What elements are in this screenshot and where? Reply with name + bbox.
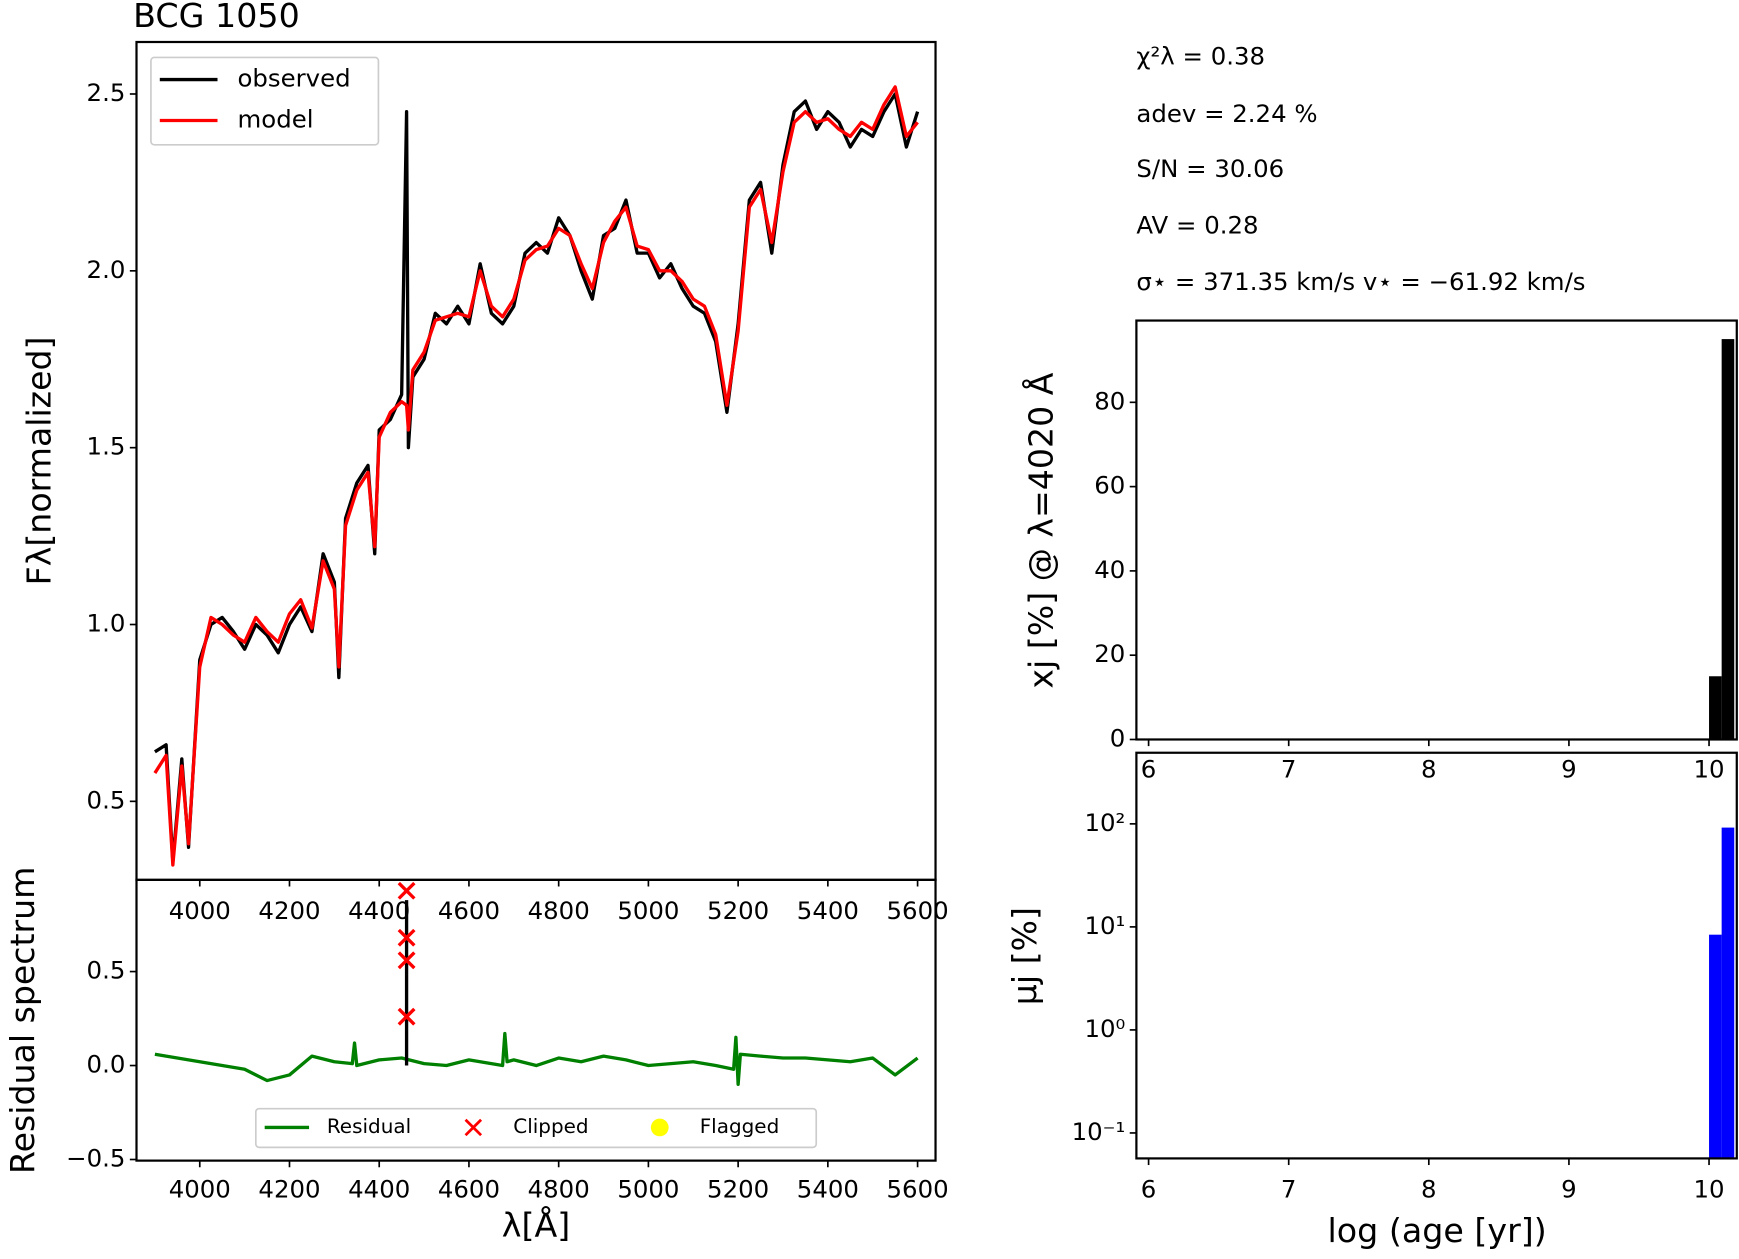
x-tick-label: 5600 [887, 1174, 949, 1203]
y-tick-label: 10² [1084, 808, 1125, 837]
x-tick-label: 9 [1561, 1174, 1577, 1203]
x-tick-label: 4400 [348, 1174, 410, 1203]
legend-label: model [237, 105, 313, 134]
series-line [154, 92, 920, 864]
y-tick-label: 2.0 [87, 255, 126, 284]
legend: Residual Clipped Flagged [254, 1107, 818, 1149]
x-tick-label: 4600 [438, 1174, 500, 1203]
x-tick-label: 4000 [169, 896, 231, 925]
x-tick-label: 4200 [258, 896, 320, 925]
x-tick-label: 10 [1694, 754, 1725, 783]
plot-frame [135, 40, 937, 881]
x-tick-label: 5400 [797, 896, 859, 925]
legend-box [254, 1107, 818, 1149]
y-tick-label: 10¹ [1084, 911, 1125, 940]
annotation: σ⋆ = 371.35 km/s v⋆ = −61.92 km/s [1136, 267, 1585, 296]
y-tick-label: 10⁰ [1084, 1014, 1125, 1043]
x-tick-label: 6 [1141, 1174, 1157, 1203]
x-tick-label: 4200 [258, 1174, 320, 1203]
plot-frame [135, 878, 937, 1162]
series-line [153, 85, 919, 867]
x-tick-label: 10 [1694, 1174, 1725, 1203]
annotation: adev = 2.24 % [1136, 99, 1317, 128]
y-tick-label: 0.0 [87, 1050, 126, 1079]
y-axis-label: Residual spectrum [3, 867, 42, 1174]
legend-symbol [464, 1118, 483, 1137]
x-tick-label: 5600 [887, 896, 949, 925]
plot-frame [1135, 319, 1738, 741]
x-tick-label: 5000 [617, 1174, 679, 1203]
chart-title: BCG 1050 [133, 0, 300, 35]
y-tick-label: 1.5 [87, 432, 126, 461]
y-tick-label: 0 [1110, 724, 1126, 753]
x-tick-label: 7 [1281, 1174, 1297, 1203]
x-tick-label: 4800 [528, 1174, 590, 1203]
x-tick-label: 4400 [348, 896, 410, 925]
series-line [154, 1031, 919, 1086]
y-axis-label: Fλ[normalized] [20, 337, 59, 586]
bar [1721, 827, 1735, 1159]
plot-frame [1135, 751, 1738, 1160]
y-tick-label: −0.5 [66, 1144, 125, 1173]
x-tick-label: 5200 [707, 1174, 769, 1203]
y-axis-label: μj [%] [1005, 907, 1044, 1005]
y-tick-label: 80 [1094, 386, 1125, 415]
legend-symbol [650, 1118, 669, 1137]
x-tick-label: 5400 [797, 1174, 859, 1203]
x-tick-label: 4600 [438, 896, 500, 925]
y-tick-label: 1.0 [87, 609, 126, 638]
legend-label: Flagged [700, 1115, 780, 1138]
x-tick-label: 5000 [617, 896, 679, 925]
x-tick-label: 4000 [169, 1174, 231, 1203]
x-tick-label: 7 [1281, 754, 1297, 783]
clipped-marker [397, 928, 416, 947]
y-tick-label: 60 [1094, 471, 1125, 500]
clipped-marker [397, 1007, 416, 1026]
y-tick-label: 40 [1094, 555, 1125, 584]
annotation: AV = 0.28 [1136, 211, 1258, 240]
x-tick-label: 6 [1141, 754, 1157, 783]
x-tick-label: 8 [1421, 1174, 1437, 1203]
y-tick-label: 20 [1094, 639, 1125, 668]
bar [1709, 934, 1722, 1159]
clipped-marker [397, 881, 416, 900]
x-tick-label: 5200 [707, 896, 769, 925]
x-tick-label: 8 [1421, 754, 1437, 783]
clipped-marker [397, 951, 416, 970]
y-tick-label: 0.5 [87, 956, 126, 985]
y-tick-label: 0.5 [87, 785, 126, 814]
annotation: χ²λ = 0.38 [1136, 42, 1265, 71]
legend: observed model [150, 56, 380, 146]
legend-label: Clipped [513, 1115, 588, 1138]
x-tick-label: 4800 [528, 896, 590, 925]
y-tick-label: 2.5 [87, 78, 126, 107]
bar [1721, 339, 1735, 740]
x-axis-label: λ[Å] [502, 1204, 570, 1244]
x-axis-label: log (age [yr]) [1328, 1211, 1547, 1250]
x-tick-label: 9 [1561, 754, 1577, 783]
y-tick-label: 10⁻¹ [1072, 1117, 1126, 1146]
y-axis-label: xj [%] @ λ=4020 Å [1021, 372, 1061, 688]
legend-label: Residual [327, 1115, 411, 1138]
legend-label: observed [237, 64, 350, 93]
bar [1709, 676, 1722, 740]
annotation: S/N = 30.06 [1136, 154, 1284, 183]
